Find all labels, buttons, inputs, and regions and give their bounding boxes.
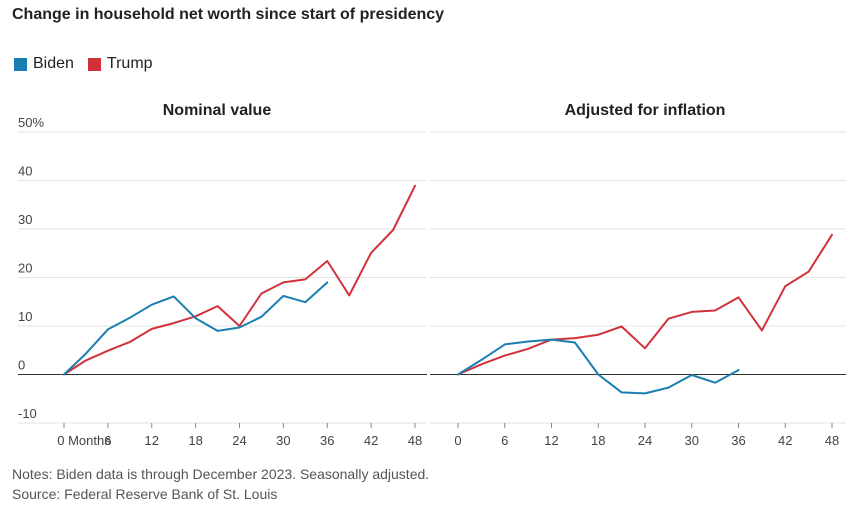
panel-title: Adjusted for inflation [565, 102, 726, 119]
panel-title: Nominal value [163, 102, 272, 119]
legend-label-trump: Trump [106, 55, 153, 72]
x-tick-label: 30 [276, 433, 290, 448]
x-tick-label: 18 [591, 433, 605, 448]
y-tick-label: 10 [18, 309, 32, 324]
legend-swatch-biden [14, 57, 27, 71]
y-tick-label: 50% [18, 115, 44, 130]
chart-title: Change in household net worth since star… [12, 6, 445, 23]
legend-item-biden: Biden [14, 55, 74, 73]
legend-label-biden: Biden [33, 55, 74, 72]
x-tick-label: 0 Months [57, 433, 111, 448]
series-line-trump [63, 184, 416, 376]
x-tick-label: 12 [544, 433, 558, 448]
x-tick-label: 24 [638, 433, 652, 448]
x-tick-label: 42 [364, 433, 378, 448]
x-tick-label: 18 [188, 433, 202, 448]
legend: Biden Trump [14, 55, 153, 73]
x-tick-label: 6 [104, 433, 111, 448]
x-tick-label: 0 [454, 433, 461, 448]
y-tick-label: 20 [18, 261, 32, 276]
y-tick-label: -10 [18, 406, 37, 421]
footnotes: Notes: Biden data is through December 20… [12, 464, 429, 504]
x-tick-label: 48 [408, 433, 422, 448]
x-tick-label: 30 [685, 433, 699, 448]
series-line-biden [457, 338, 740, 395]
series-line-trump [457, 233, 833, 376]
series-line-biden [63, 281, 329, 376]
x-tick-label: 12 [145, 433, 159, 448]
x-tick-label: 48 [825, 433, 839, 448]
x-tick-label: 6 [501, 433, 508, 448]
y-tick-label: 0 [18, 358, 25, 373]
x-tick-label: 36 [731, 433, 745, 448]
notes-text: Notes: Biden data is through December 20… [12, 466, 430, 482]
y-tick-label: 40 [18, 164, 32, 179]
x-tick-label: 42 [778, 433, 792, 448]
legend-item-trump: Trump [87, 55, 153, 73]
x-tick-label: 24 [232, 433, 246, 448]
x-tick-label: 36 [320, 433, 334, 448]
y-tick-label: 30 [18, 212, 32, 227]
source-text: Source: Federal Reserve Bank of St. Loui… [12, 486, 278, 502]
legend-swatch-trump [87, 57, 101, 71]
